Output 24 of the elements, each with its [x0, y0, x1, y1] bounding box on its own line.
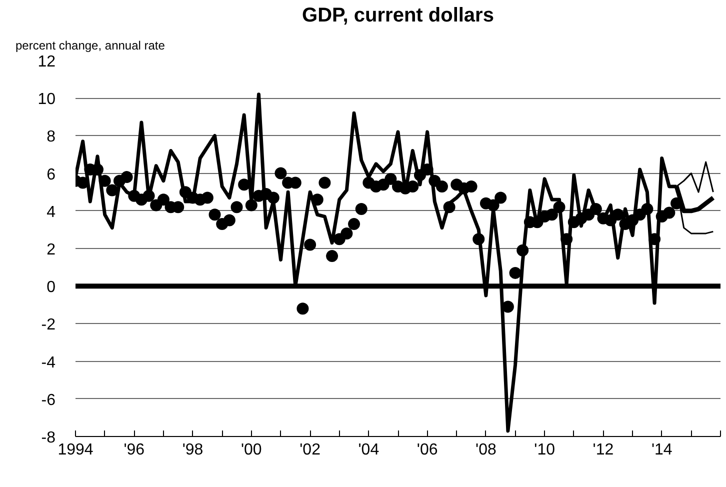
x-tick-label: '14 [651, 442, 672, 458]
x-tick-label: '98 [182, 442, 204, 458]
x-tick-label: 1994 [58, 442, 94, 458]
y-tick-label: 4 [46, 204, 56, 221]
x-tick-label: '10 [534, 442, 556, 458]
x-tick-label: '00 [240, 442, 262, 458]
y-tick-label: -8 [41, 430, 56, 446]
y-tick-label: -2 [41, 316, 56, 334]
x-tick-label: '04 [358, 442, 380, 458]
x-tick-label: '02 [300, 442, 321, 458]
y-tick-label: 12 [38, 54, 56, 70]
x-tick-label: '06 [416, 442, 438, 458]
y-tick-label: 6 [46, 166, 56, 184]
y-tick-label: 8 [46, 128, 56, 146]
y-axis-title: percent change, annual rate [16, 38, 166, 52]
y-tick-label: -6 [41, 392, 56, 409]
chart-title: GDP, current dollars [302, 4, 494, 26]
y-tick-label: 10 [38, 91, 56, 108]
x-tick-label: '96 [124, 442, 145, 458]
y-tick-label: 2 [46, 242, 56, 258]
x-tick-label: '08 [476, 442, 496, 458]
y-tick-label: 0 [46, 279, 56, 296]
x-tick-label: '12 [592, 442, 614, 458]
y-tick-label: -4 [41, 354, 56, 372]
